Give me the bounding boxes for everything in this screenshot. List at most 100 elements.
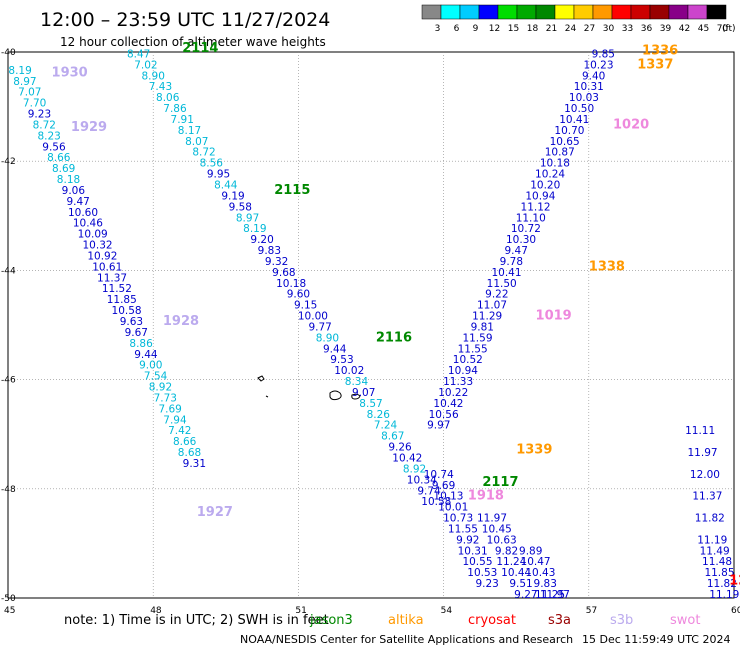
pass-number-label: 1020 [613, 117, 649, 132]
plot-area: 8.198.977.077.709.238.728.239.568.668.69… [7, 41, 740, 601]
wave-height-point: 9.47 [66, 196, 89, 208]
wave-height-point: 9.53 [330, 354, 353, 366]
wave-height-point: 11.10 [516, 212, 546, 224]
wave-height-point: 11.97 [477, 513, 507, 525]
satellite-legend: jason3 altika cryosat s3a s3b swot [309, 613, 700, 628]
legend-swatch [706, 4, 727, 20]
legend-swatch [516, 4, 537, 20]
wave-height-point: 7.07 [18, 87, 41, 99]
wave-height-point: 10.94 [448, 365, 478, 377]
satellite-name-s3a: s3a [548, 613, 571, 628]
wave-height-point: 9.81 [471, 321, 494, 333]
wave-height-point: 8.90 [142, 70, 165, 82]
legend-label: 70 [717, 24, 729, 34]
wave-height-point: 9.69 [432, 480, 455, 492]
wave-height-point: 9.44 [134, 349, 158, 361]
wave-height-point: 8.18 [57, 174, 80, 186]
wave-height-point: 10.53 [467, 567, 497, 579]
wave-height-point: 11.97 [540, 589, 570, 601]
wave-height-point: 9.74 [417, 485, 441, 497]
wave-height-point: 10.47 [521, 556, 551, 568]
island-shape [351, 393, 361, 400]
wave-height-point: 10.20 [530, 180, 560, 192]
legend-label: 45 [698, 24, 709, 34]
wave-height-point: 10.56 [429, 409, 459, 421]
wave-height-point: 10.02 [334, 365, 364, 377]
wave-height-point: 9.92 [456, 534, 479, 546]
wave-height-point: 8.67 [381, 431, 404, 443]
wave-height-point: 10.87 [545, 147, 575, 159]
wave-height-point: 10.58 [421, 496, 451, 508]
wave-height-point: 11.12 [521, 201, 551, 213]
wave-height-point: 9.22 [485, 289, 508, 301]
pass-number-label: 1928 [163, 314, 199, 329]
wave-height-point: 11.49 [700, 545, 730, 557]
wave-height-point: 7.43 [149, 81, 172, 93]
pass-number-label: 1336 [642, 44, 678, 59]
wave-height-point: 8.72 [33, 119, 56, 131]
y-tick-label: -42 [1, 157, 16, 167]
x-tick-label: 60 [731, 606, 740, 616]
wave-height-point: 10.13 [433, 491, 463, 503]
wave-height-point: 10.72 [511, 223, 541, 235]
legend-label: 3 [435, 24, 441, 34]
satellite-name-s3b: s3b [610, 613, 633, 628]
wave-height-point: 7.24 [374, 420, 398, 432]
wave-height-point: 11.19 [697, 534, 727, 546]
legend-label: 33 [622, 24, 633, 34]
pass-number-label: 2116 [376, 330, 412, 345]
wave-height-point: 10.45 [482, 523, 512, 535]
wave-height-point: 9.07 [352, 387, 375, 399]
legend-label: 36 [641, 24, 653, 34]
x-tick-label: 57 [586, 606, 597, 616]
satellite-name-jason3: jason3 [309, 613, 353, 628]
wave-height-point: 9.23 [475, 578, 498, 590]
wave-height-point: 8.23 [37, 130, 60, 142]
wave-height-point: 10.41 [559, 114, 589, 126]
wave-height-point: 11.29 [472, 311, 502, 323]
wave-height-point: 7.02 [134, 59, 157, 71]
wave-height-point: 9.44 [323, 343, 347, 355]
wave-height-point: 10.92 [87, 250, 117, 262]
wave-height-point: 8.66 [47, 152, 71, 164]
pass-number-label: 2115 [274, 183, 310, 198]
plot-frame [7, 51, 735, 599]
wave-height-point: 10.23 [583, 59, 613, 71]
axis-labels: 45 48 51 54 57 60 -40 -42 -44 -46 -48 -50 [1, 48, 740, 616]
wave-height-point: 8.47 [127, 48, 150, 60]
satellite-name-altika: altika [388, 613, 424, 628]
legend-label: 39 [660, 24, 672, 34]
legend-swatch [459, 4, 480, 20]
wave-height-point: 8.57 [359, 398, 382, 410]
wave-height-point: 10.22 [438, 387, 468, 399]
wave-height-point: 8.97 [13, 76, 36, 88]
wave-height-point: 8.86 [129, 338, 153, 350]
wave-height-point: 9.06 [62, 185, 86, 197]
wave-height-point: 10.42 [433, 398, 463, 410]
island-shape [329, 390, 342, 401]
satellite-name-cryosat: cryosat [468, 613, 516, 628]
x-tick-label: 54 [441, 606, 453, 616]
x-tick-label: 48 [150, 606, 162, 616]
wave-height-point: 9.20 [250, 234, 273, 246]
wave-height-point: 9.83 [534, 578, 557, 590]
legend-label: 18 [527, 24, 539, 34]
wave-height-point: 10.94 [525, 190, 555, 202]
wave-height-point: 7.70 [23, 98, 46, 110]
wave-height-point: 10.50 [564, 103, 594, 115]
wave-height-point: 10.32 [83, 240, 113, 252]
wave-height-point: 9.15 [294, 300, 317, 312]
wave-height-point: 9.00 [139, 360, 162, 372]
wave-height-point: 10.65 [550, 136, 580, 148]
wave-height-point: 7.73 [154, 392, 177, 404]
pass-number-label: 1927 [197, 505, 233, 520]
wave-height-point: 8.92 [149, 382, 172, 394]
wave-height-point: 10.34 [407, 474, 437, 486]
pass-number-label: 1339 [516, 442, 552, 457]
wave-height-point: 10.43 [525, 567, 555, 579]
y-tick-label: -44 [1, 266, 16, 276]
wave-height-point: 11.19 [709, 589, 739, 601]
wave-height-point: 9.78 [500, 256, 523, 268]
wave-height-point: 7.91 [171, 114, 194, 126]
